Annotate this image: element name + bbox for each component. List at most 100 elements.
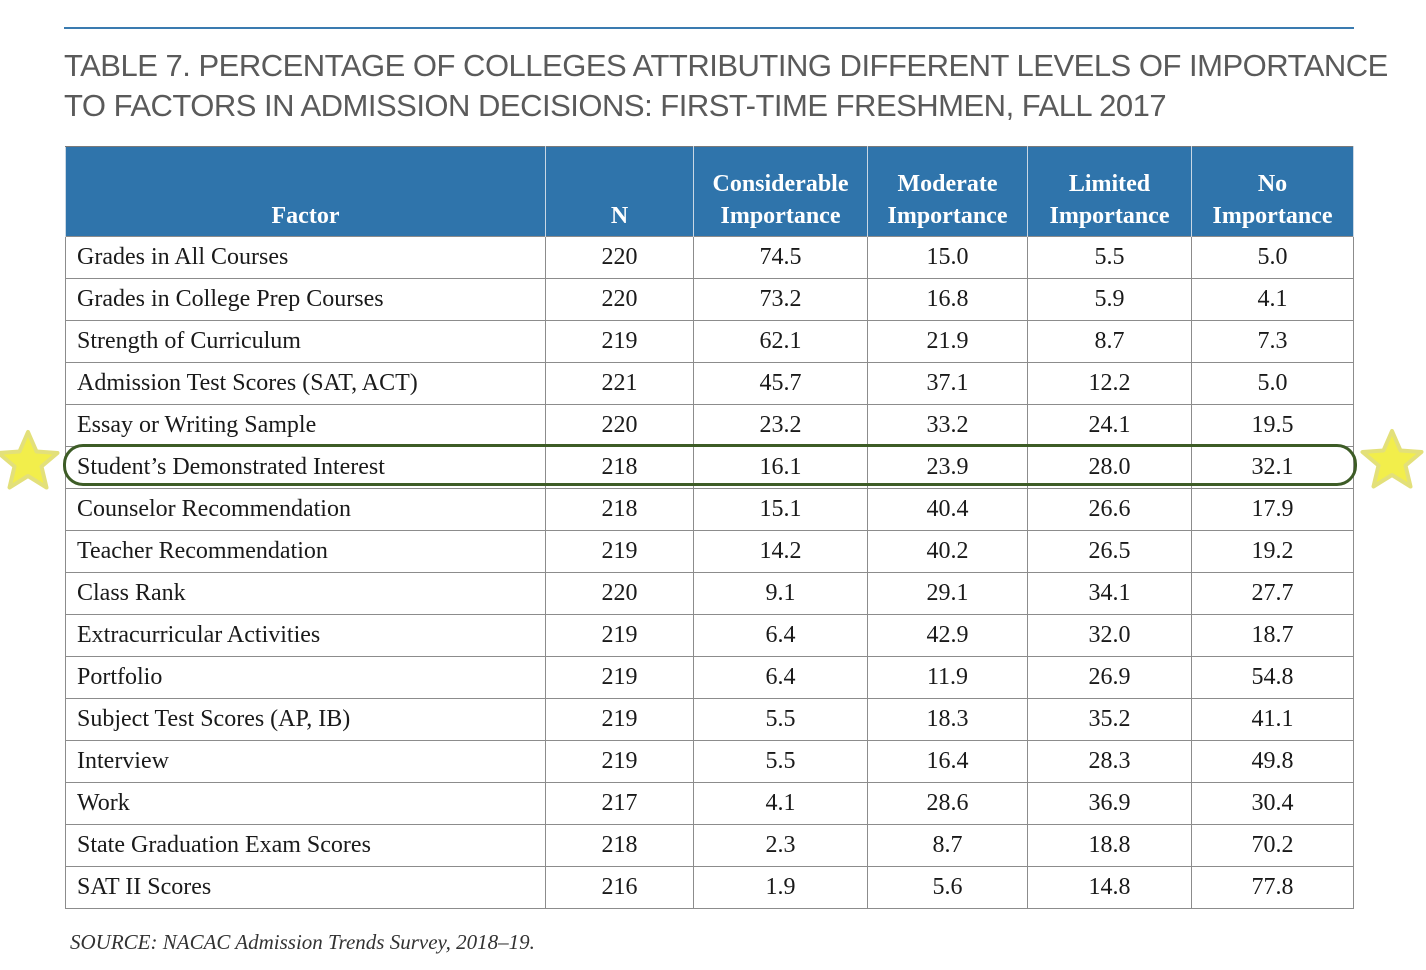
limited-cell: 5.5	[1027, 236, 1192, 279]
moderate-cell: 16.8	[867, 278, 1028, 321]
n-cell: 219	[545, 740, 694, 783]
moderate-cell: 40.4	[867, 488, 1028, 531]
factor-cell: Admission Test Scores (SAT, ACT)	[65, 362, 546, 405]
moderate-cell: 29.1	[867, 572, 1028, 615]
n-cell: 219	[545, 656, 694, 699]
no-importance-cell: 77.8	[1191, 866, 1354, 909]
table-row: Teacher Recommendation 219 14.2 40.2 26.5 19.…	[65, 530, 1354, 573]
considerable-cell: 2.3	[693, 824, 868, 867]
star-icon	[0, 430, 60, 490]
table-row: Grades in College Prep Courses 220 73.2 16.…	[65, 278, 1354, 321]
table-row: Work 217 4.1 28.6 36.9 30.4	[65, 782, 1354, 825]
limited-cell: 5.9	[1027, 278, 1192, 321]
table-row: Interview 219 5.5 16.4 28.3 49.8	[65, 740, 1354, 783]
limited-cell: 8.7	[1027, 320, 1192, 363]
table-row: Portfolio 219 6.4 11.9 26.9 54.8	[65, 656, 1354, 699]
factor-cell: Interview	[65, 740, 546, 783]
table-row: Strength of Curriculum 219 62.1 21.9 8.7 7.3	[65, 320, 1354, 363]
column-header-limited: Limited Importance	[1027, 146, 1192, 237]
moderate-cell: 16.4	[867, 740, 1028, 783]
moderate-cell: 23.9	[867, 446, 1028, 489]
admission-factors-table: Factor N Considerable Importance Moderate…	[65, 146, 1354, 909]
limited-cell: 12.2	[1027, 362, 1192, 405]
factor-cell: Grades in College Prep Courses	[65, 278, 546, 321]
source-note: SOURCE: NACAC Admission Trends Survey, 2…	[70, 930, 535, 954]
table-row: Class Rank 220 9.1 29.1 34.1 27.7	[65, 572, 1354, 615]
n-cell: 218	[545, 446, 694, 489]
moderate-cell: 28.6	[867, 782, 1028, 825]
factor-cell: Strength of Curriculum	[65, 320, 546, 363]
no-importance-cell: 5.0	[1191, 236, 1354, 279]
moderate-cell: 37.1	[867, 362, 1028, 405]
factor-cell: Subject Test Scores (AP, IB)	[65, 698, 546, 741]
limited-cell: 26.5	[1027, 530, 1192, 573]
top-rule	[64, 27, 1354, 29]
column-header-factor: Factor	[65, 146, 546, 237]
moderate-cell: 33.2	[867, 404, 1028, 447]
table-row: Grades in All Courses 220 74.5 15.0 5.5 5.0	[65, 236, 1354, 279]
no-importance-cell: 41.1	[1191, 698, 1354, 741]
column-header-no: No Importance	[1191, 146, 1354, 237]
considerable-cell: 62.1	[693, 320, 868, 363]
no-importance-cell: 54.8	[1191, 656, 1354, 699]
no-importance-cell: 19.2	[1191, 530, 1354, 573]
factor-cell: Grades in All Courses	[65, 236, 546, 279]
table-row: Admission Test Scores (SAT, ACT) 221 45.7 3…	[65, 362, 1354, 405]
no-importance-cell: 70.2	[1191, 824, 1354, 867]
no-importance-cell: 27.7	[1191, 572, 1354, 615]
n-cell: 219	[545, 614, 694, 657]
limited-cell: 26.9	[1027, 656, 1192, 699]
considerable-cell: 6.4	[693, 614, 868, 657]
n-cell: 221	[545, 362, 694, 405]
factor-cell: Essay or Writing Sample	[65, 404, 546, 447]
moderate-cell: 5.6	[867, 866, 1028, 909]
no-importance-cell: 19.5	[1191, 404, 1354, 447]
table-row-highlighted: Student’s Demonstrated Interest 218 16.1 23…	[65, 446, 1354, 489]
factor-cell: Counselor Recommendation	[65, 488, 546, 531]
limited-cell: 32.0	[1027, 614, 1192, 657]
no-importance-cell: 7.3	[1191, 320, 1354, 363]
factor-cell: Student’s Demonstrated Interest	[65, 446, 546, 489]
n-cell: 218	[545, 824, 694, 867]
n-cell: 220	[545, 278, 694, 321]
table-row: Essay or Writing Sample 220 23.2 33.2 24.1 19…	[65, 404, 1354, 447]
factor-cell: Teacher Recommendation	[65, 530, 546, 573]
considerable-cell: 15.1	[693, 488, 868, 531]
considerable-cell: 23.2	[693, 404, 868, 447]
n-cell: 219	[545, 698, 694, 741]
limited-cell: 18.8	[1027, 824, 1192, 867]
table-row: Extracurricular Activities 219 6.4 42.9 32.0…	[65, 614, 1354, 657]
considerable-cell: 14.2	[693, 530, 868, 573]
considerable-cell: 4.1	[693, 782, 868, 825]
table-row: SAT II Scores 216 1.9 5.6 14.8 77.8	[65, 866, 1354, 909]
limited-cell: 14.8	[1027, 866, 1192, 909]
considerable-cell: 73.2	[693, 278, 868, 321]
moderate-cell: 18.3	[867, 698, 1028, 741]
factor-cell: Portfolio	[65, 656, 546, 699]
limited-cell: 28.0	[1027, 446, 1192, 489]
considerable-cell: 1.9	[693, 866, 868, 909]
considerable-cell: 45.7	[693, 362, 868, 405]
no-importance-cell: 30.4	[1191, 782, 1354, 825]
considerable-cell: 5.5	[693, 740, 868, 783]
factor-cell: Extracurricular Activities	[65, 614, 546, 657]
n-cell: 218	[545, 488, 694, 531]
considerable-cell: 6.4	[693, 656, 868, 699]
factor-cell: Work	[65, 782, 546, 825]
factor-cell: Class Rank	[65, 572, 546, 615]
limited-cell: 26.6	[1027, 488, 1192, 531]
limited-cell: 35.2	[1027, 698, 1192, 741]
column-header-considerable: Considerable Importance	[693, 146, 868, 237]
moderate-cell: 15.0	[867, 236, 1028, 279]
n-cell: 219	[545, 320, 694, 363]
table-title: TABLE 7. PERCENTAGE OF COLLEGES ATTRIBUT…	[64, 46, 1388, 126]
column-header-moderate: Moderate Importance	[867, 146, 1028, 237]
table-title-line-1: TABLE 7. PERCENTAGE OF COLLEGES ATTRIBUT…	[64, 48, 1388, 83]
n-cell: 216	[545, 866, 694, 909]
n-cell: 220	[545, 236, 694, 279]
considerable-cell: 16.1	[693, 446, 868, 489]
table-body: Grades in All Courses 220 74.5 15.0 5.5 5.0 Gr…	[65, 236, 1354, 909]
moderate-cell: 11.9	[867, 656, 1028, 699]
limited-cell: 24.1	[1027, 404, 1192, 447]
no-importance-cell: 49.8	[1191, 740, 1354, 783]
